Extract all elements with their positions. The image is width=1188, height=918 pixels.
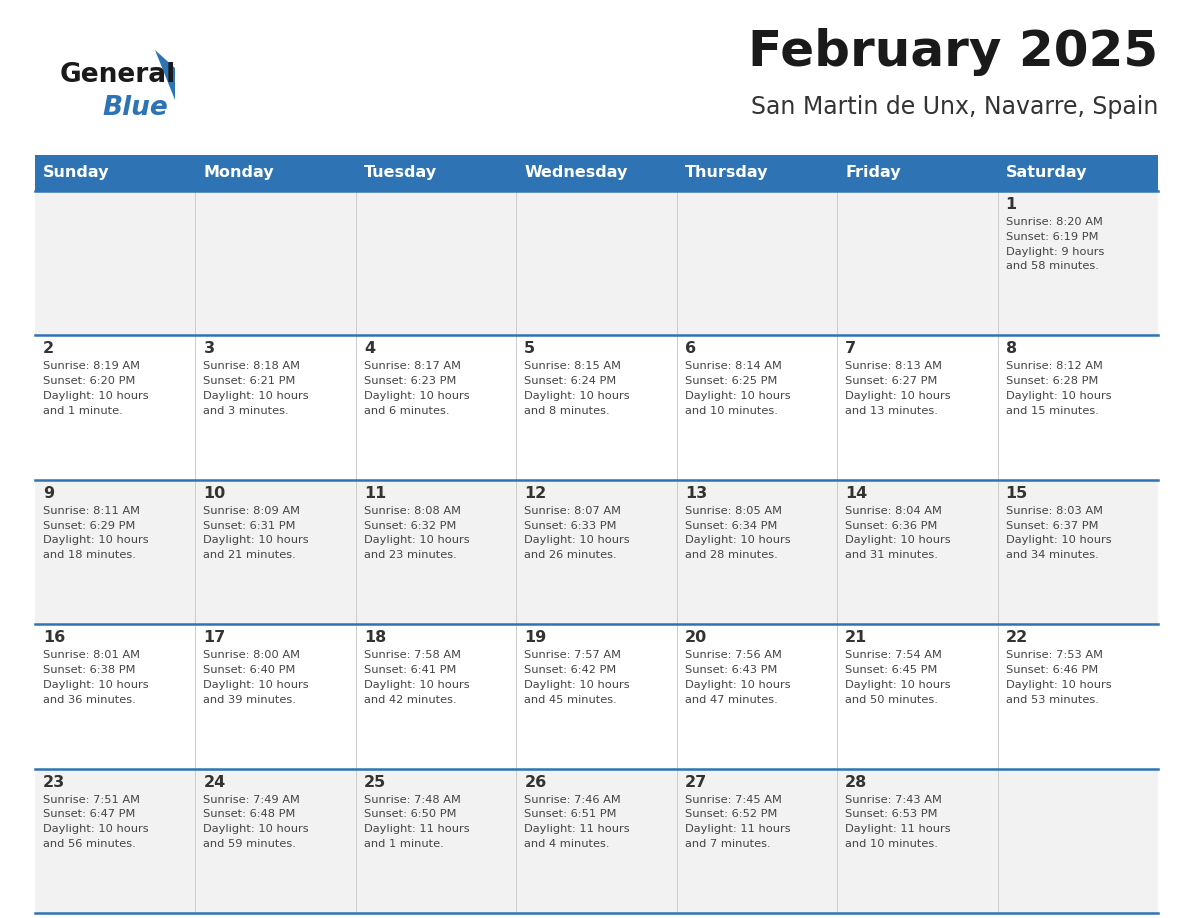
Text: Sunrise: 8:17 AM
Sunset: 6:23 PM
Daylight: 10 hours
and 6 minutes.: Sunrise: 8:17 AM Sunset: 6:23 PM Dayligh…	[364, 362, 469, 416]
Text: 18: 18	[364, 630, 386, 645]
Text: 19: 19	[524, 630, 546, 645]
Text: Sunrise: 7:56 AM
Sunset: 6:43 PM
Daylight: 10 hours
and 47 minutes.: Sunrise: 7:56 AM Sunset: 6:43 PM Dayligh…	[684, 650, 790, 705]
Text: 12: 12	[524, 486, 546, 501]
Text: Sunrise: 8:14 AM
Sunset: 6:25 PM
Daylight: 10 hours
and 10 minutes.: Sunrise: 8:14 AM Sunset: 6:25 PM Dayligh…	[684, 362, 790, 416]
Text: Sunrise: 7:58 AM
Sunset: 6:41 PM
Daylight: 10 hours
and 42 minutes.: Sunrise: 7:58 AM Sunset: 6:41 PM Dayligh…	[364, 650, 469, 705]
Text: February 2025: February 2025	[748, 28, 1158, 76]
Text: Sunrise: 7:51 AM
Sunset: 6:47 PM
Daylight: 10 hours
and 56 minutes.: Sunrise: 7:51 AM Sunset: 6:47 PM Dayligh…	[43, 795, 148, 849]
Text: 22: 22	[1005, 630, 1028, 645]
Text: Sunrise: 7:43 AM
Sunset: 6:53 PM
Daylight: 11 hours
and 10 minutes.: Sunrise: 7:43 AM Sunset: 6:53 PM Dayligh…	[845, 795, 950, 849]
FancyBboxPatch shape	[34, 768, 1158, 913]
Text: 7: 7	[845, 341, 857, 356]
Text: Blue: Blue	[102, 95, 168, 121]
Text: Sunrise: 8:04 AM
Sunset: 6:36 PM
Daylight: 10 hours
and 31 minutes.: Sunrise: 8:04 AM Sunset: 6:36 PM Dayligh…	[845, 506, 950, 560]
Text: Sunrise: 8:08 AM
Sunset: 6:32 PM
Daylight: 10 hours
and 23 minutes.: Sunrise: 8:08 AM Sunset: 6:32 PM Dayligh…	[364, 506, 469, 560]
Text: 25: 25	[364, 775, 386, 789]
Text: 13: 13	[684, 486, 707, 501]
Text: Sunrise: 8:19 AM
Sunset: 6:20 PM
Daylight: 10 hours
and 1 minute.: Sunrise: 8:19 AM Sunset: 6:20 PM Dayligh…	[43, 362, 148, 416]
Text: Thursday: Thursday	[684, 165, 769, 181]
Text: 4: 4	[364, 341, 375, 356]
Text: Sunrise: 7:45 AM
Sunset: 6:52 PM
Daylight: 11 hours
and 7 minutes.: Sunrise: 7:45 AM Sunset: 6:52 PM Dayligh…	[684, 795, 790, 849]
Text: 15: 15	[1005, 486, 1028, 501]
FancyBboxPatch shape	[34, 480, 1158, 624]
Text: 10: 10	[203, 486, 226, 501]
Text: 24: 24	[203, 775, 226, 789]
Text: 26: 26	[524, 775, 546, 789]
Text: 3: 3	[203, 341, 215, 356]
Text: Sunrise: 8:09 AM
Sunset: 6:31 PM
Daylight: 10 hours
and 21 minutes.: Sunrise: 8:09 AM Sunset: 6:31 PM Dayligh…	[203, 506, 309, 560]
Text: San Martin de Unx, Navarre, Spain: San Martin de Unx, Navarre, Spain	[751, 95, 1158, 119]
Text: Friday: Friday	[845, 165, 901, 181]
Text: 11: 11	[364, 486, 386, 501]
Text: 28: 28	[845, 775, 867, 789]
FancyBboxPatch shape	[34, 191, 1158, 335]
Text: 27: 27	[684, 775, 707, 789]
Text: Tuesday: Tuesday	[364, 165, 437, 181]
Text: Sunrise: 7:49 AM
Sunset: 6:48 PM
Daylight: 10 hours
and 59 minutes.: Sunrise: 7:49 AM Sunset: 6:48 PM Dayligh…	[203, 795, 309, 849]
FancyBboxPatch shape	[34, 155, 1158, 191]
Text: Sunrise: 8:15 AM
Sunset: 6:24 PM
Daylight: 10 hours
and 8 minutes.: Sunrise: 8:15 AM Sunset: 6:24 PM Dayligh…	[524, 362, 630, 416]
Text: 5: 5	[524, 341, 536, 356]
Text: Wednesday: Wednesday	[524, 165, 627, 181]
Text: General: General	[61, 62, 176, 88]
Text: Monday: Monday	[203, 165, 274, 181]
Text: Sunrise: 8:00 AM
Sunset: 6:40 PM
Daylight: 10 hours
and 39 minutes.: Sunrise: 8:00 AM Sunset: 6:40 PM Dayligh…	[203, 650, 309, 705]
Text: 8: 8	[1005, 341, 1017, 356]
Text: 17: 17	[203, 630, 226, 645]
Text: Sunrise: 8:01 AM
Sunset: 6:38 PM
Daylight: 10 hours
and 36 minutes.: Sunrise: 8:01 AM Sunset: 6:38 PM Dayligh…	[43, 650, 148, 705]
FancyBboxPatch shape	[34, 335, 1158, 480]
Text: Sunrise: 7:46 AM
Sunset: 6:51 PM
Daylight: 11 hours
and 4 minutes.: Sunrise: 7:46 AM Sunset: 6:51 PM Dayligh…	[524, 795, 630, 849]
Text: 16: 16	[43, 630, 65, 645]
Text: 20: 20	[684, 630, 707, 645]
Text: Sunrise: 7:57 AM
Sunset: 6:42 PM
Daylight: 10 hours
and 45 minutes.: Sunrise: 7:57 AM Sunset: 6:42 PM Dayligh…	[524, 650, 630, 705]
Text: Sunrise: 8:18 AM
Sunset: 6:21 PM
Daylight: 10 hours
and 3 minutes.: Sunrise: 8:18 AM Sunset: 6:21 PM Dayligh…	[203, 362, 309, 416]
Text: Sunday: Sunday	[43, 165, 109, 181]
Text: Sunrise: 8:12 AM
Sunset: 6:28 PM
Daylight: 10 hours
and 15 minutes.: Sunrise: 8:12 AM Sunset: 6:28 PM Dayligh…	[1005, 362, 1111, 416]
FancyBboxPatch shape	[34, 624, 1158, 768]
Text: 21: 21	[845, 630, 867, 645]
Text: 2: 2	[43, 341, 55, 356]
Text: Sunrise: 8:07 AM
Sunset: 6:33 PM
Daylight: 10 hours
and 26 minutes.: Sunrise: 8:07 AM Sunset: 6:33 PM Dayligh…	[524, 506, 630, 560]
Text: Sunrise: 8:03 AM
Sunset: 6:37 PM
Daylight: 10 hours
and 34 minutes.: Sunrise: 8:03 AM Sunset: 6:37 PM Dayligh…	[1005, 506, 1111, 560]
Text: Sunrise: 8:11 AM
Sunset: 6:29 PM
Daylight: 10 hours
and 18 minutes.: Sunrise: 8:11 AM Sunset: 6:29 PM Dayligh…	[43, 506, 148, 560]
Text: 6: 6	[684, 341, 696, 356]
Text: Sunrise: 8:13 AM
Sunset: 6:27 PM
Daylight: 10 hours
and 13 minutes.: Sunrise: 8:13 AM Sunset: 6:27 PM Dayligh…	[845, 362, 950, 416]
Text: 14: 14	[845, 486, 867, 501]
Text: Saturday: Saturday	[1005, 165, 1087, 181]
Text: 9: 9	[43, 486, 55, 501]
Text: Sunrise: 7:54 AM
Sunset: 6:45 PM
Daylight: 10 hours
and 50 minutes.: Sunrise: 7:54 AM Sunset: 6:45 PM Dayligh…	[845, 650, 950, 705]
Text: Sunrise: 8:05 AM
Sunset: 6:34 PM
Daylight: 10 hours
and 28 minutes.: Sunrise: 8:05 AM Sunset: 6:34 PM Dayligh…	[684, 506, 790, 560]
Text: 23: 23	[43, 775, 65, 789]
Text: Sunrise: 7:53 AM
Sunset: 6:46 PM
Daylight: 10 hours
and 53 minutes.: Sunrise: 7:53 AM Sunset: 6:46 PM Dayligh…	[1005, 650, 1111, 705]
Text: 1: 1	[1005, 197, 1017, 212]
Text: Sunrise: 8:20 AM
Sunset: 6:19 PM
Daylight: 9 hours
and 58 minutes.: Sunrise: 8:20 AM Sunset: 6:19 PM Dayligh…	[1005, 217, 1104, 272]
Text: Sunrise: 7:48 AM
Sunset: 6:50 PM
Daylight: 11 hours
and 1 minute.: Sunrise: 7:48 AM Sunset: 6:50 PM Dayligh…	[364, 795, 469, 849]
Polygon shape	[154, 50, 175, 100]
